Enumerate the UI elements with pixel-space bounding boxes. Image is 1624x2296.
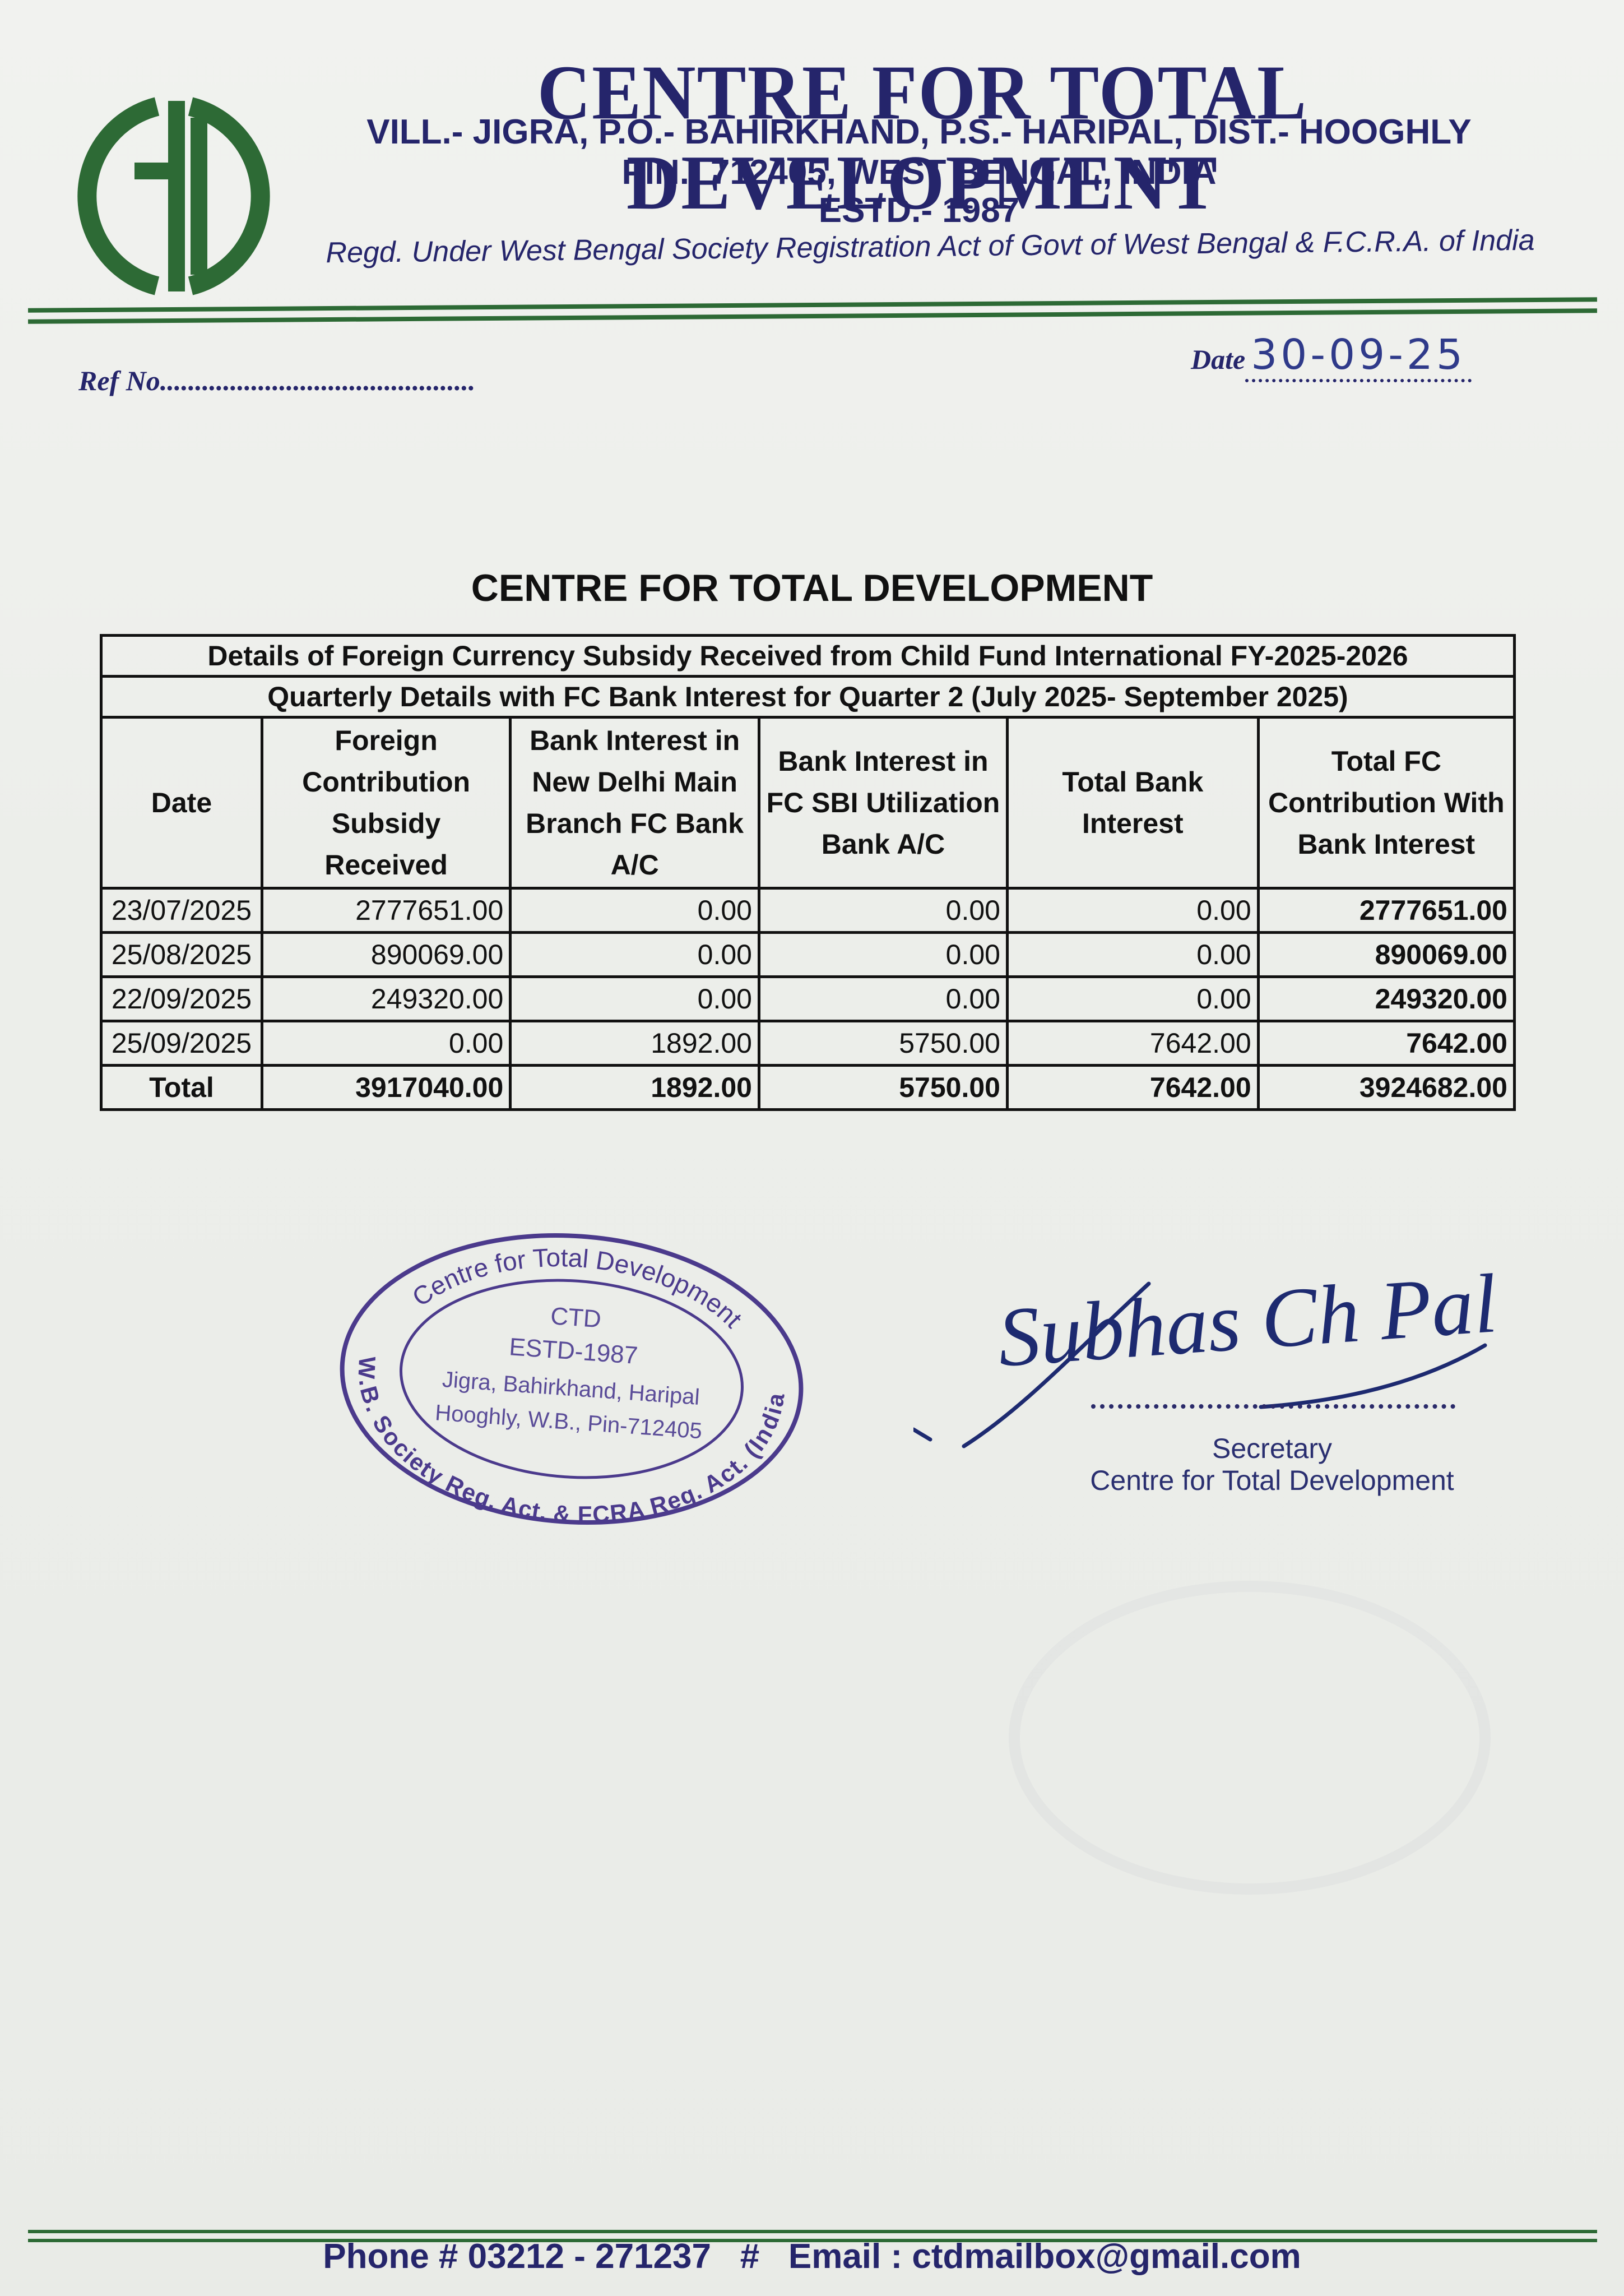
cell-date: 22/09/2025 <box>100 975 263 1022</box>
ref-no: Ref No..................................… <box>78 364 475 397</box>
total-interest-delhi: 1892.00 <box>509 1064 760 1111</box>
cell-interest-sbi: 5750.00 <box>757 1020 1009 1067</box>
cell-total-interest: 7642.00 <box>1005 1020 1260 1067</box>
table-row: 25/08/2025 890069.00 0.00 0.00 0.00 8900… <box>100 931 1516 978</box>
header-fc-received: Foreign Contribution Subsidy Received <box>260 716 512 890</box>
table-row: 22/09/2025 249320.00 0.00 0.00 0.00 2493… <box>100 975 1516 1022</box>
cell-interest-sbi: 0.00 <box>757 931 1009 978</box>
ref-dots: ........................................… <box>160 365 476 396</box>
cell-interest-delhi: 1892.00 <box>509 1020 760 1067</box>
signature-line <box>1091 1404 1455 1409</box>
cell-total-interest: 0.00 <box>1005 931 1260 978</box>
signature-flourish <box>913 1281 1487 1448</box>
established: ESTD.- 1987 <box>818 191 1020 230</box>
address-line-2: PIN.- 712405, WEST BENGAL, INDIA <box>621 153 1217 192</box>
header-interest-sbi: Bank Interest in FC SBI Utilization Bank… <box>757 716 1009 890</box>
table-total-row: Total 3917040.00 1892.00 5750.00 7642.00… <box>100 1064 1516 1111</box>
cell-interest-delhi: 0.00 <box>509 975 760 1022</box>
total-label: Total <box>100 1064 263 1111</box>
header-date: Date <box>100 716 263 890</box>
table-row: 23/07/2025 2777651.00 0.00 0.00 0.00 277… <box>100 887 1516 934</box>
signatory-title: Secretary <box>1212 1433 1332 1464</box>
table-caption-1: Details of Foreign Currency Subsidy Rece… <box>100 634 1516 678</box>
stamp-line-2: ESTD-1987 <box>508 1333 639 1369</box>
total-fc-received: 3917040.00 <box>260 1064 512 1111</box>
cell-total-fc: 7642.00 <box>1256 1020 1516 1067</box>
cell-fc-received: 890069.00 <box>260 931 512 978</box>
cell-total-fc: 890069.00 <box>1256 931 1516 978</box>
header-interest-delhi: Bank Interest in New Delhi Main Branch F… <box>509 716 760 890</box>
total-bank-interest: 7642.00 <box>1005 1064 1260 1111</box>
header-total-interest: Total Bank Interest <box>1005 716 1260 890</box>
table-header-row: Date Foreign Contribution Subsidy Receiv… <box>100 716 1516 890</box>
signatory-org: Centre for Total Development <box>1090 1465 1454 1496</box>
footer-divider <box>28 2239 1597 2242</box>
footer-divider <box>28 2230 1597 2233</box>
cell-date: 23/07/2025 <box>100 887 263 934</box>
subsidy-table: Details of Foreign Currency Subsidy Rece… <box>100 634 1516 1111</box>
ref-label: Ref No <box>78 365 160 396</box>
date-value: 30-09-25 <box>1245 331 1472 382</box>
date-label: Date <box>1191 344 1246 375</box>
address-line-1: VILL.- JIGRA, P.O.- BAHIRKHAND, P.S.- HA… <box>366 113 1472 151</box>
stamp-line-1: CTD <box>550 1302 602 1333</box>
cell-total-interest: 0.00 <box>1005 887 1260 934</box>
cell-fc-received: 0.00 <box>260 1020 512 1067</box>
cell-fc-received: 2777651.00 <box>260 887 512 934</box>
cell-interest-delhi: 0.00 <box>509 887 760 934</box>
cell-interest-sbi: 0.00 <box>757 887 1009 934</box>
header-total-fc: Total FC Contribution With Bank Interest <box>1256 716 1516 890</box>
table-caption-2: Quarterly Details with FC Bank Interest … <box>100 675 1516 719</box>
cell-date: 25/09/2025 <box>100 1020 263 1067</box>
faint-watermark <box>1009 1581 1491 1895</box>
org-name: CENTRE FOR TOTAL DEVELOPMENT <box>537 49 1308 226</box>
organization-stamp: Centre for Total Development W.B. Societ… <box>327 1214 804 1542</box>
total-interest-sbi: 5750.00 <box>757 1064 1009 1111</box>
footer-contact: Phone # 03212 - 271237 # Email : ctdmail… <box>323 2237 1301 2276</box>
total-fc-with-interest: 3924682.00 <box>1256 1064 1516 1111</box>
ctd-logo <box>77 97 270 295</box>
cell-total-interest: 0.00 <box>1005 975 1260 1022</box>
cell-total-fc: 2777651.00 <box>1256 887 1516 934</box>
document-title: CENTRE FOR TOTAL DEVELOPMENT <box>471 567 1153 609</box>
date-field: Date 30-09-25 <box>1191 331 1472 382</box>
table-row: 25/09/2025 0.00 1892.00 5750.00 7642.00 … <box>100 1020 1516 1067</box>
cell-interest-sbi: 0.00 <box>757 975 1009 1022</box>
cell-interest-delhi: 0.00 <box>509 931 760 978</box>
cell-date: 25/08/2025 <box>100 931 263 978</box>
cell-total-fc: 249320.00 <box>1256 975 1516 1022</box>
cell-fc-received: 249320.00 <box>260 975 512 1022</box>
